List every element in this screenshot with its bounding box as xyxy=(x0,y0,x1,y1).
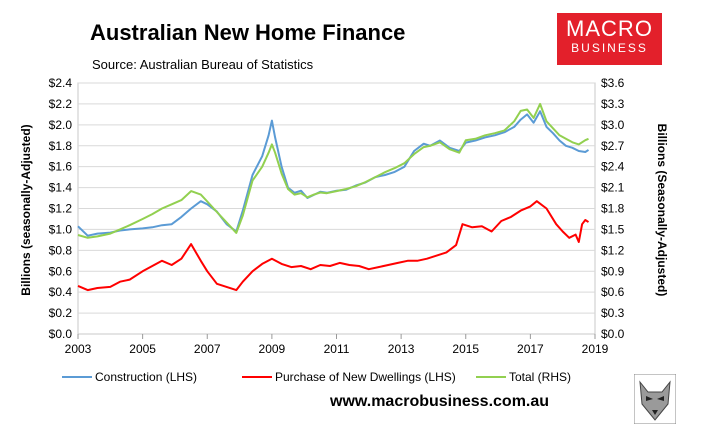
left-y-axis-title: Billions (seasonally-Adjusted) xyxy=(19,124,33,295)
right-y-axis-title: Billions (Seasonally-Adjusted) xyxy=(655,124,669,297)
y-tick-label: $1.2 xyxy=(49,202,73,216)
y2-tick-label: $0.0 xyxy=(601,327,625,341)
y2-tick-label: $3.6 xyxy=(601,76,625,90)
x-tick-label: 2015 xyxy=(452,342,479,356)
x-tick-label: 2009 xyxy=(259,342,286,356)
series-line-2 xyxy=(77,200,590,292)
logo-line-2: BUSINESS xyxy=(571,41,648,55)
y2-tick-label: $2.7 xyxy=(601,139,625,153)
y2-tick-label: $0.3 xyxy=(601,306,625,320)
y-tick-label: $1.8 xyxy=(49,139,73,153)
y-tick-label: $2.4 xyxy=(49,76,73,90)
y-tick-label: $0.8 xyxy=(49,243,73,257)
y2-tick-label: $0.9 xyxy=(601,264,625,278)
legend-label: Total (RHS) xyxy=(509,370,571,384)
right-y-axis: $0.0 $0.3 $0.6 $0.9 $1.2 $1.5 $1.8 $2.1 $2.4 $2.7… xyxy=(601,76,625,341)
brand-logo[interactable]: MACRO BUSINESS xyxy=(557,13,662,65)
page-title: Australian New Home Finance xyxy=(90,20,406,45)
series-line-3 xyxy=(77,102,589,239)
x-tick-label: 2011 xyxy=(324,342,350,356)
legend-label: Construction (LHS) xyxy=(95,370,197,384)
legend-label: Purchase of New Dwellings (LHS) xyxy=(275,370,456,384)
y2-tick-label: $3.0 xyxy=(601,118,625,132)
y2-tick-label: $0.6 xyxy=(601,285,625,299)
website-url[interactable]: www.macrobusiness.com.au xyxy=(330,393,550,410)
y2-tick-label: $2.1 xyxy=(601,181,625,195)
legend: Construction (LHS) Purchase of New Dwelli… xyxy=(62,370,571,384)
y-tick-label: $2.2 xyxy=(49,97,73,111)
y-tick-label: $1.0 xyxy=(49,222,73,236)
wolf-head-icon xyxy=(634,374,676,424)
x-tick-label: 2007 xyxy=(194,342,221,356)
y2-tick-label: $1.2 xyxy=(601,243,625,257)
y-tick-label: $1.4 xyxy=(49,181,73,195)
logo-line-1: MACRO xyxy=(566,16,653,41)
x-tick-label: 2003 xyxy=(65,342,92,356)
y-tick-label: $0.2 xyxy=(49,306,73,320)
series-lines xyxy=(77,102,590,292)
x-axis: 2003 2005 2007 2009 2011 2013 2015 2017 2019 xyxy=(65,334,609,356)
y2-tick-label: $1.8 xyxy=(601,202,625,216)
gridlines xyxy=(78,82,595,314)
x-tick-label: 2013 xyxy=(388,342,415,356)
x-tick-label: 2017 xyxy=(517,342,544,356)
y2-tick-label: $2.4 xyxy=(601,160,625,174)
y2-tick-label: $1.5 xyxy=(601,222,625,236)
y-tick-label: $0.0 xyxy=(49,327,73,341)
left-y-axis: $0.0 $0.2 $0.4 $0.6 $0.8 $1.0 $1.2 $1.4 $1.6 $1.8… xyxy=(49,76,73,341)
y-tick-label: $0.4 xyxy=(49,285,73,299)
y2-tick-label: $3.3 xyxy=(601,97,625,111)
x-tick-label: 2019 xyxy=(582,342,609,356)
x-tick-label: 2005 xyxy=(129,342,156,356)
chart-source: Source: Australian Bureau of Statistics xyxy=(92,57,314,72)
y-tick-label: $2.0 xyxy=(49,118,73,132)
y-tick-label: $0.6 xyxy=(49,264,73,278)
y-tick-label: $1.6 xyxy=(49,160,73,174)
